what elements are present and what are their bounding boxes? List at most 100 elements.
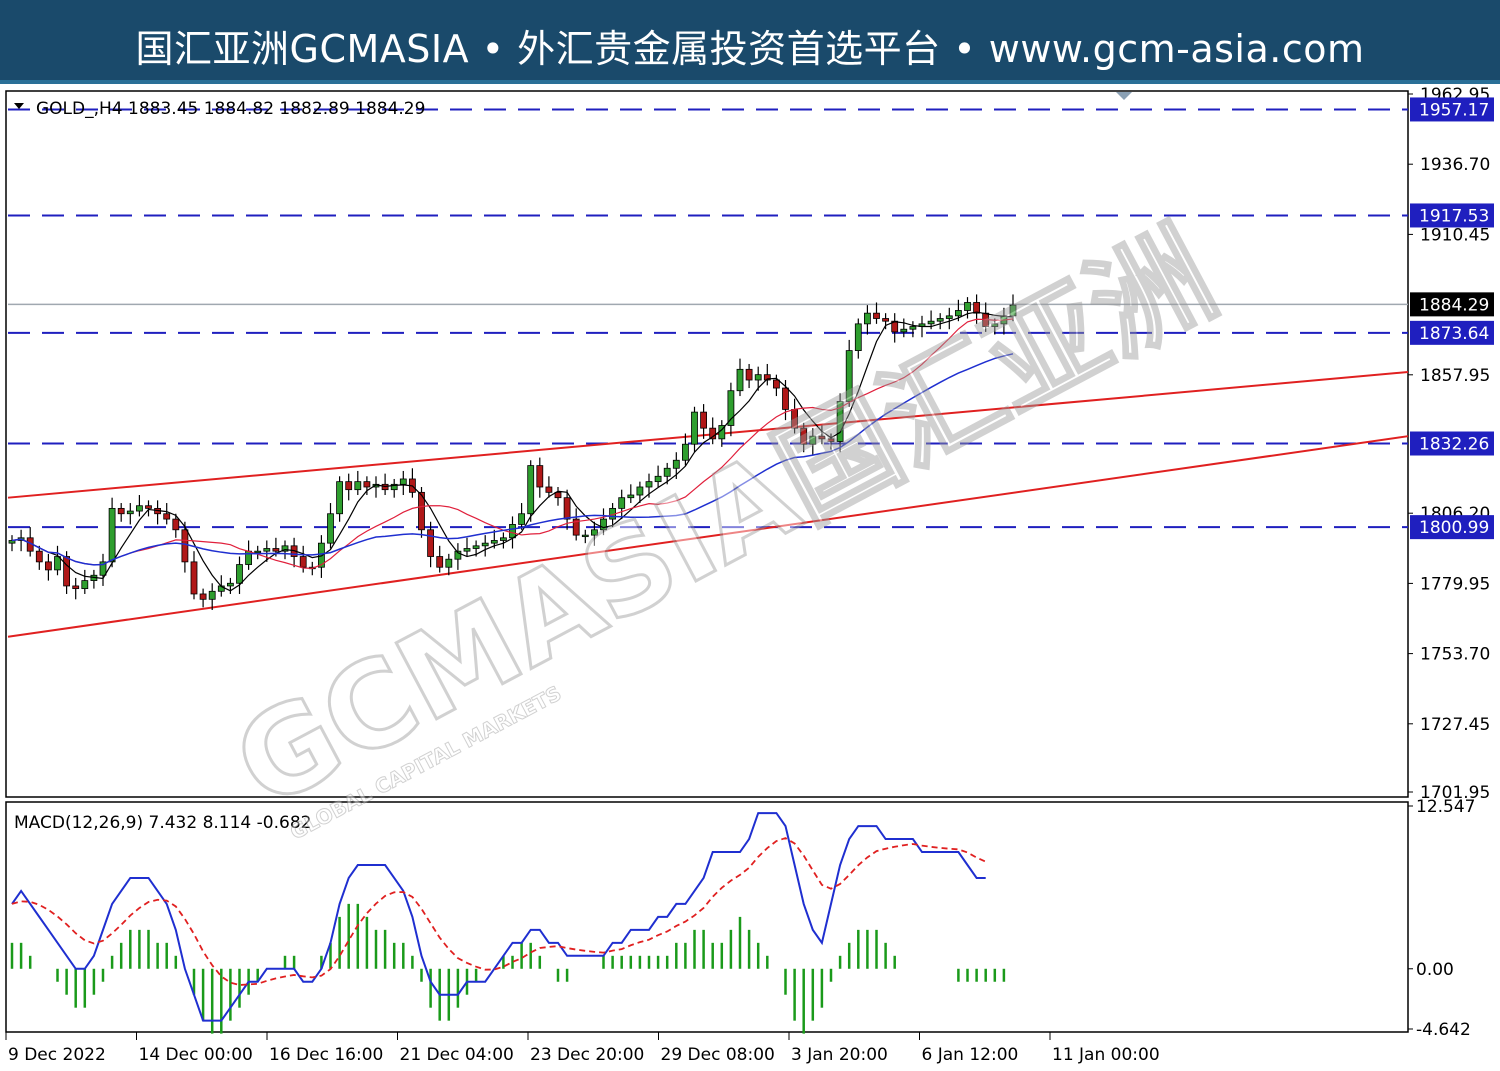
candle-body bbox=[354, 481, 362, 491]
candle-body bbox=[545, 486, 553, 493]
candle-body bbox=[654, 475, 662, 483]
level-price-label: 1873.64 bbox=[1419, 324, 1489, 344]
current-price-label: 1884.29 bbox=[1419, 295, 1489, 315]
candle-body bbox=[663, 467, 671, 477]
signal-line bbox=[11, 837, 987, 986]
candle-body bbox=[281, 545, 289, 552]
candle-body bbox=[463, 548, 471, 552]
candle-body bbox=[572, 518, 580, 536]
level-price-label: 1917.53 bbox=[1419, 206, 1489, 226]
candle-body bbox=[964, 302, 971, 311]
candle-body bbox=[135, 505, 143, 512]
candle-body bbox=[390, 483, 398, 491]
x-tick-label: 11 Jan 00:00 bbox=[1052, 1045, 1160, 1065]
candle-body bbox=[172, 518, 180, 531]
candle-body bbox=[672, 459, 680, 469]
candle-body bbox=[591, 529, 598, 536]
candle-body bbox=[199, 593, 207, 600]
level-price-label: 1957.17 bbox=[1419, 100, 1489, 120]
candle-body bbox=[490, 540, 498, 544]
candle-body bbox=[991, 323, 999, 327]
candle-body bbox=[226, 582, 234, 587]
candle-body bbox=[909, 326, 917, 330]
candle-body bbox=[554, 491, 562, 499]
candle-body bbox=[472, 545, 480, 549]
candle-body bbox=[54, 556, 61, 571]
candle-body bbox=[873, 312, 880, 319]
candle-body bbox=[317, 542, 325, 568]
banner-text: 国汇亚洲GCMASIA • 外汇贵金属投资首选平台 • www.gcm-asia… bbox=[135, 27, 1365, 71]
candle-body bbox=[836, 401, 844, 442]
macd-label: MACD(12,26,9) 7.432 8.114 -0.682 bbox=[14, 813, 311, 833]
candle-body bbox=[864, 312, 871, 325]
candle-body bbox=[399, 478, 407, 485]
macd-line bbox=[11, 812, 986, 1022]
candle-body bbox=[854, 323, 862, 352]
level-price-tag bbox=[1410, 320, 1494, 345]
candle-body bbox=[618, 497, 626, 509]
y-tick-label: 1779.95 bbox=[1420, 574, 1490, 594]
collapse-triangle-icon[interactable] bbox=[14, 103, 24, 109]
candle-body bbox=[181, 529, 189, 563]
y-tick-label: 1727.45 bbox=[1420, 715, 1490, 735]
candle-body bbox=[900, 328, 908, 333]
y-tick-label: 1910.45 bbox=[1420, 225, 1490, 245]
candle-body bbox=[782, 387, 789, 410]
candle-body bbox=[418, 491, 425, 531]
level-price-tag bbox=[1410, 97, 1494, 122]
candle-body bbox=[927, 320, 935, 325]
level-price-tag bbox=[1410, 203, 1494, 228]
candle-body bbox=[117, 507, 125, 515]
level-price-label: 1832.26 bbox=[1419, 435, 1489, 455]
macd-y-tick-label: -4.642 bbox=[1416, 1020, 1471, 1040]
candle-body bbox=[99, 561, 107, 576]
channel-line[interactable] bbox=[7, 435, 1409, 638]
candle-body bbox=[709, 427, 717, 440]
shift-marker-icon[interactable] bbox=[1116, 92, 1132, 100]
candle-body bbox=[236, 564, 243, 584]
candle-body bbox=[818, 435, 826, 440]
x-tick-label: 3 Jan 20:00 bbox=[791, 1045, 888, 1065]
candle-body bbox=[445, 558, 453, 568]
candle-body bbox=[345, 481, 353, 491]
y-tick-label: 1753.70 bbox=[1420, 645, 1490, 665]
x-tick-label: 29 Dec 08:00 bbox=[661, 1045, 775, 1065]
x-tick-label: 9 Dec 2022 bbox=[8, 1045, 106, 1065]
candle-body bbox=[682, 443, 689, 461]
x-tick-label: 16 Dec 16:00 bbox=[269, 1045, 383, 1065]
x-tick-label: 6 Jan 12:00 bbox=[922, 1045, 1019, 1065]
candle-body bbox=[35, 550, 43, 563]
channel-line[interactable] bbox=[7, 371, 1409, 499]
candle-body bbox=[45, 561, 52, 571]
candle-body bbox=[263, 548, 271, 552]
candle-body bbox=[63, 556, 70, 587]
time-axis: 9 Dec 2022 14 Dec 00:00 16 Dec 16:00 21 Dec… bbox=[5, 1032, 1160, 1065]
candle-body bbox=[691, 411, 698, 445]
symbol-info: GOLD_,H4 1883.45 1884.82 1882.89 1884.29 bbox=[36, 99, 425, 119]
chart-area: 1962.951936.701910.451857.951806.201779.… bbox=[5, 85, 1494, 1065]
y-tick-label: 1857.95 bbox=[1420, 366, 1490, 386]
channel-lines bbox=[7, 371, 1409, 638]
candle-body bbox=[163, 513, 171, 520]
y-tick-label: 1701.95 bbox=[1420, 783, 1490, 803]
level-price-tag bbox=[1410, 515, 1494, 540]
candle-body bbox=[145, 505, 152, 509]
candle-body bbox=[427, 529, 435, 557]
candle-body bbox=[208, 590, 216, 600]
candle-body bbox=[745, 368, 753, 381]
x-tick-label: 23 Dec 20:00 bbox=[530, 1045, 644, 1065]
candle-body bbox=[973, 302, 980, 314]
candle-body bbox=[509, 524, 516, 539]
candle-body bbox=[527, 465, 535, 515]
candle-body bbox=[955, 310, 962, 317]
candle-body bbox=[536, 465, 544, 488]
current-price-tag bbox=[1410, 292, 1494, 317]
macd-y-tick-label: 12.547 bbox=[1416, 797, 1475, 817]
candle-body bbox=[72, 585, 80, 590]
candle-body bbox=[882, 318, 889, 322]
price-axis: 1962.951936.701910.451857.951806.201779.… bbox=[1408, 85, 1494, 803]
ma-slow-line bbox=[11, 353, 1014, 566]
candle-body bbox=[299, 556, 307, 568]
moving-averages bbox=[11, 311, 1014, 592]
candle-body bbox=[736, 368, 744, 392]
